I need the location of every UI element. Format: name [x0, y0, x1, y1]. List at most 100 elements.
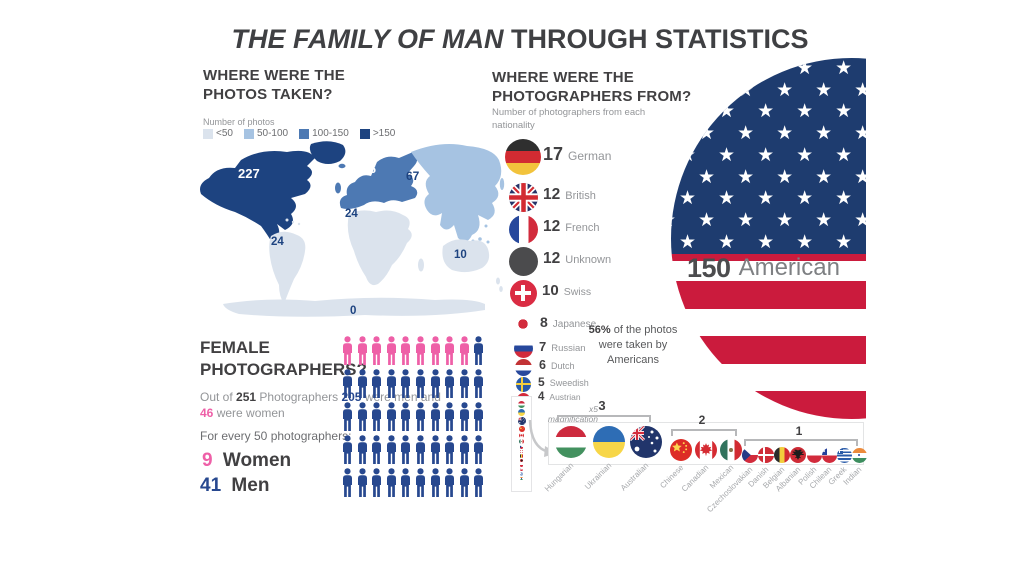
star-row: ★★★★★★ — [671, 79, 866, 101]
stats-segment: Photographers — [256, 390, 342, 404]
photographers-pictogram — [341, 336, 491, 501]
page-title: THE FAMILY OF MAN THROUGH STATISTICS — [190, 24, 850, 55]
group-bracket-3 — [557, 415, 651, 422]
man-icon — [458, 435, 471, 470]
man-icon — [356, 402, 369, 437]
nationality-label: Swiss — [563, 286, 592, 299]
nationality-count: 5 — [538, 375, 545, 390]
legend-item: 100-150 — [299, 128, 349, 139]
nationality-label: British — [565, 189, 596, 202]
dutch-flag-icon — [514, 358, 532, 376]
man-icon — [429, 468, 442, 503]
woman-icon — [385, 336, 398, 371]
strip-ukrainian-flag-icon — [518, 409, 525, 416]
man-icon — [414, 402, 427, 437]
magnified-polish-flag-icon — [806, 447, 822, 463]
magnified-mexican-flag-icon — [720, 439, 742, 461]
french-flag-icon — [508, 214, 538, 244]
nationality-count: 12 — [543, 185, 561, 203]
man-icon — [429, 402, 442, 437]
nationality-count: 7 — [539, 338, 547, 354]
man-icon — [370, 468, 383, 503]
men-count: 41 — [200, 475, 222, 496]
nationality-row-japanese: 8 Japanese — [540, 314, 596, 330]
man-icon — [370, 369, 383, 404]
man-icon — [458, 369, 471, 404]
strip-indian-flag-icon — [519, 476, 524, 480]
nationality-count: 10 — [542, 282, 559, 300]
magnified-czechoslovakian-flag-icon — [742, 447, 758, 463]
japan-islands — [499, 178, 505, 190]
nationality-label: Unknown — [565, 253, 612, 266]
madagascar-island — [418, 258, 424, 272]
men-label: Men — [231, 475, 270, 496]
map-value-antarctica: 0 — [350, 305, 357, 317]
man-icon — [472, 402, 485, 437]
strip-chilean-flag-icon — [519, 467, 524, 471]
photographers-section-heading: WHERE WERE THE PHOTOGRAPHERS FROM? — [492, 69, 692, 105]
man-icon — [385, 369, 398, 404]
strip-albanian-flag-icon — [519, 458, 524, 462]
group-count-2: 2 — [698, 413, 706, 427]
nationality-label: Austrian — [549, 391, 581, 402]
continent-antarctica — [223, 297, 485, 317]
british-flag-icon — [508, 182, 538, 212]
continent-australia — [442, 239, 490, 273]
legend-item: >150 — [359, 128, 396, 139]
map-legend: <50 50-100 100-150 >150 — [203, 128, 395, 139]
nationality-label: Sweedish — [549, 378, 589, 389]
magnified-australian-flag-icon — [630, 426, 662, 458]
nationality-row-unknown: 12 Unknown — [543, 250, 611, 268]
stats-segment: 46 — [200, 406, 214, 420]
group-bracket-1 — [744, 439, 858, 446]
star-row: ★★★★★★ — [671, 123, 866, 145]
map-legend-title: Number of photos — [203, 117, 275, 127]
legend-item: 50-100 — [243, 128, 288, 139]
american-flag-circle: ★★★★★ ★★★★ ★★★★★ ★★★★ ★★★★★ ★★★★ ★★★★★ ★★★★ ★★★★… — [671, 58, 866, 419]
man-icon — [399, 468, 412, 503]
continent-south-america — [269, 231, 306, 304]
man-icon — [370, 435, 383, 470]
map-value-australia: 10 — [454, 249, 467, 261]
continent-north-america — [200, 150, 315, 244]
new-zealand-south — [499, 286, 503, 292]
man-icon — [385, 402, 398, 437]
man-icon — [341, 369, 354, 404]
star-row: ★★★★★★ — [679, 101, 866, 123]
legend-swatch-3 — [359, 128, 370, 139]
women-count: 9 — [202, 450, 213, 471]
stats-segment: were women — [213, 406, 285, 420]
world-map-container — [195, 138, 507, 330]
woman-icon — [399, 336, 412, 371]
nationality-label: Japanese — [552, 318, 597, 330]
man-icon — [385, 435, 398, 470]
map-value-europe: 126 — [356, 162, 377, 176]
man-icon — [443, 468, 456, 503]
iceland-island — [338, 163, 346, 169]
star-row: ★★★★★★ — [679, 188, 866, 210]
woman-icon — [414, 336, 427, 371]
every-50-label: For every 50 photographers: — [200, 429, 352, 443]
legend-swatch-1 — [243, 128, 254, 139]
woman-icon — [341, 336, 354, 371]
strip-belgian-flag-icon — [519, 454, 524, 458]
nationality-label: Dutch — [550, 361, 575, 371]
magnified-chilean-flag-icon — [821, 447, 837, 463]
map-value-north-america: 227 — [238, 166, 260, 181]
stats-segment: Out of — [200, 390, 237, 404]
magnified-belgian-flag-icon — [774, 447, 790, 463]
women-count-row: 9 Women — [202, 450, 291, 472]
map-value-asia: 67 — [406, 169, 420, 183]
map-value-africa: 24 — [345, 208, 358, 220]
legend-swatch-2 — [299, 128, 310, 139]
nationality-row-british: 12 British — [543, 186, 596, 204]
man-icon — [341, 468, 354, 503]
legend-label: >150 — [372, 128, 396, 139]
american-count: 150 — [687, 252, 731, 283]
continent-asia — [411, 144, 502, 242]
group-bracket-2 — [671, 429, 737, 436]
legend-label: 100-150 — [312, 128, 349, 139]
nationality-count: 8 — [540, 313, 548, 330]
man-icon — [443, 402, 456, 437]
